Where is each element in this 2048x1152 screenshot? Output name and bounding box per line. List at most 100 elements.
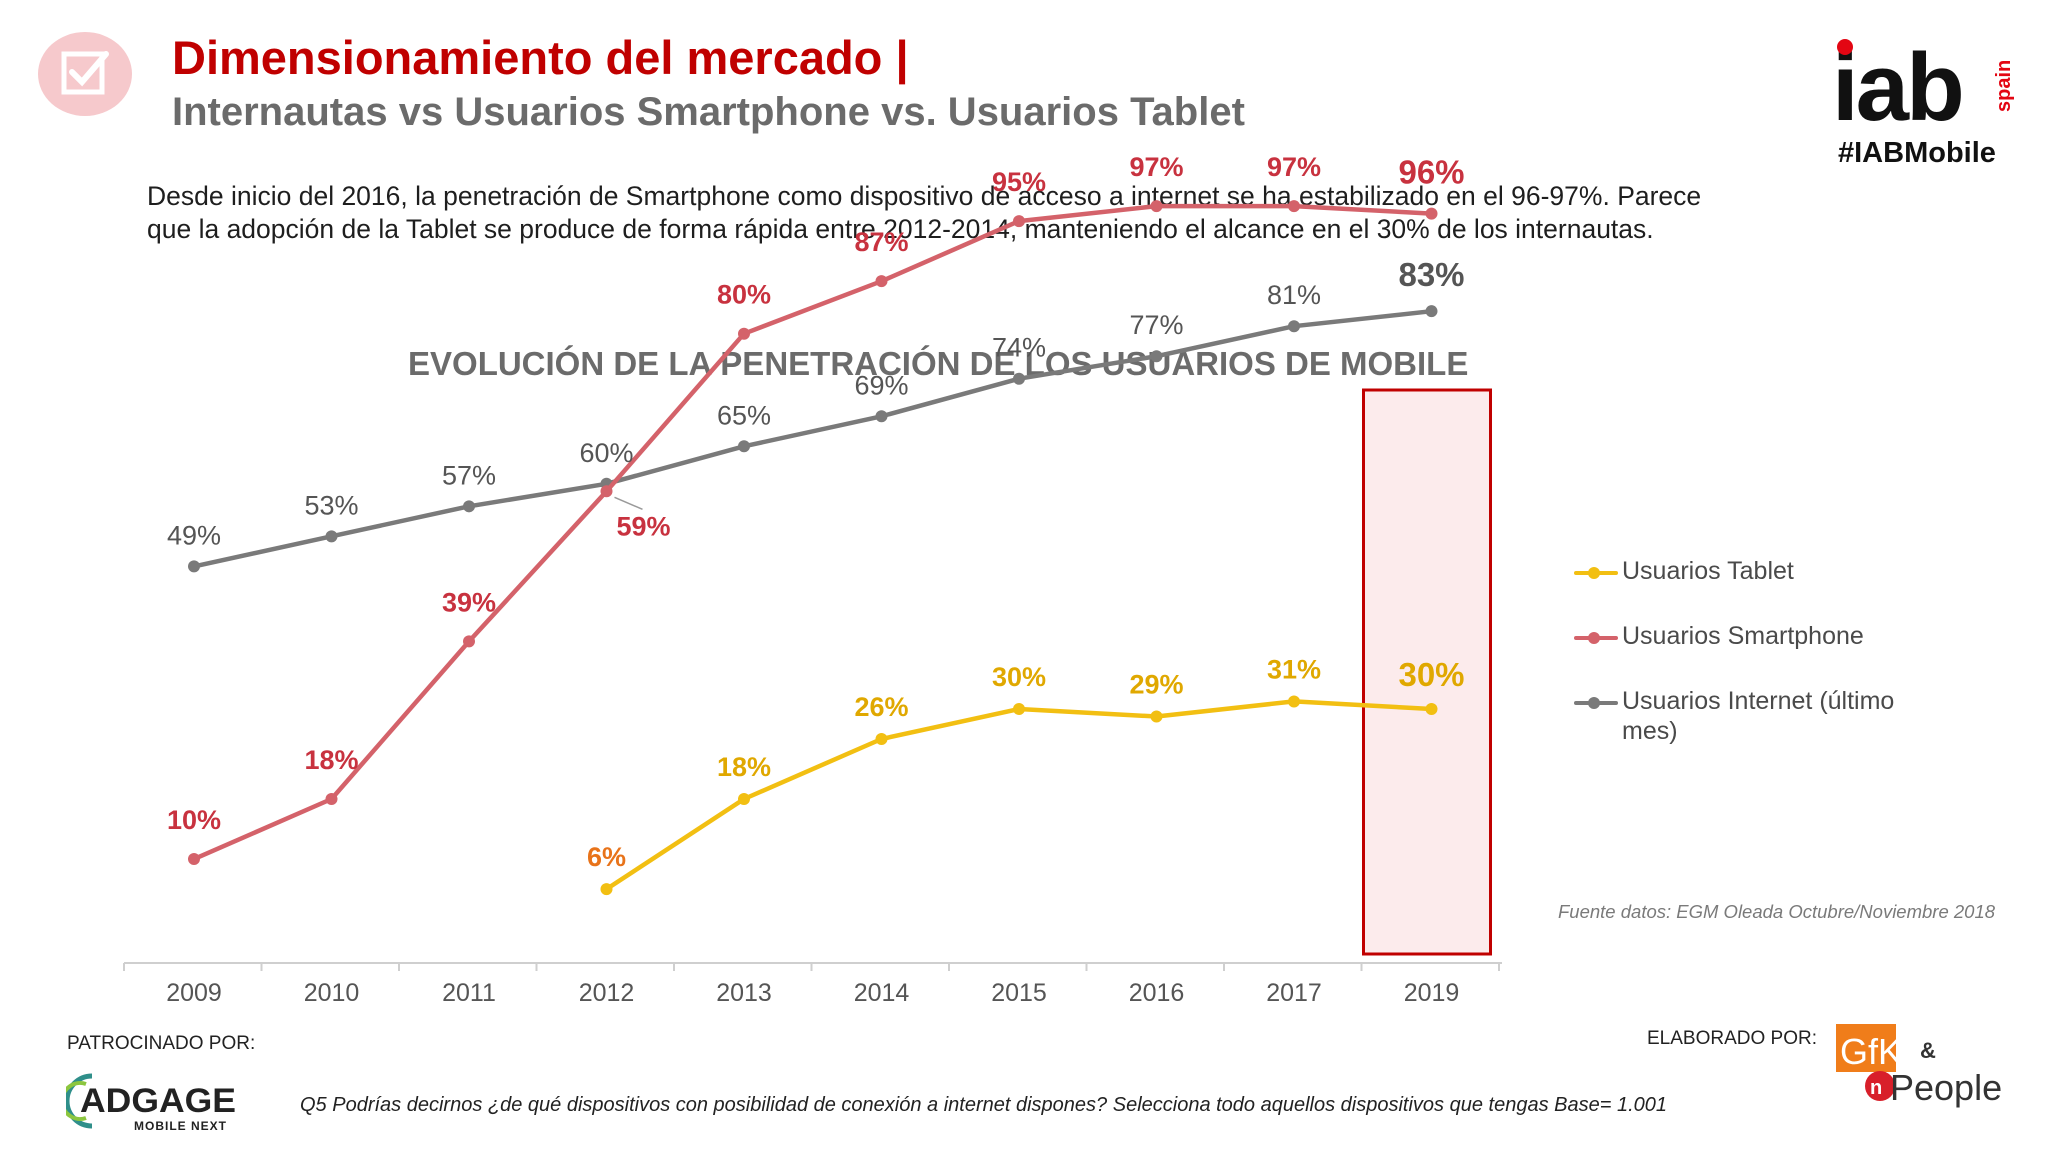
data-label: 57%	[442, 460, 496, 490]
x-tick-label: 2010	[304, 979, 360, 1007]
data-point	[1425, 702, 1438, 715]
data-point	[1150, 350, 1163, 363]
adgage-logo-sub: MOBILE NEXT	[134, 1119, 227, 1133]
legend-item: Usuarios Tablet	[1572, 556, 1932, 586]
data-point	[1425, 305, 1438, 318]
x-tick-label: 2009	[166, 979, 222, 1007]
data-point	[738, 440, 750, 453]
legend-item: Usuarios Smartphone	[1572, 621, 1932, 651]
data-point	[1425, 207, 1438, 220]
data-point	[325, 530, 338, 543]
data-label: 80%	[717, 280, 771, 310]
data-label: 65%	[717, 400, 771, 430]
data-label: 26%	[854, 692, 908, 722]
source-note: Fuente datos: EGM Oleada Octubre/Noviemb…	[1558, 901, 1996, 922]
data-label: 87%	[854, 227, 908, 257]
data-point	[600, 883, 613, 896]
data-label: 6%	[587, 842, 626, 872]
data-label: 83%	[1398, 256, 1464, 293]
data-label: 69%	[854, 370, 908, 400]
x-tick-label: 2013	[716, 979, 772, 1007]
highlight-box	[1362, 388, 1492, 956]
data-label: 10%	[167, 805, 221, 835]
data-point	[875, 410, 888, 423]
question-footnote: Q5 Podrías decirnos ¿de qué dispositivos…	[300, 1094, 1668, 1116]
data-point	[875, 732, 888, 745]
iab-logo-side-text: spain	[1993, 60, 2015, 112]
data-point	[1288, 200, 1300, 213]
adgage-logo: ADGAGE MOBILE NEXT	[66, 1073, 236, 1133]
legend-marker	[1588, 697, 1600, 709]
legend-label: Usuarios Tablet	[1622, 557, 1794, 585]
series-line	[191, 203, 1434, 862]
data-label: 74%	[992, 333, 1046, 363]
series-line	[191, 308, 1434, 569]
data-label: 77%	[1129, 310, 1183, 340]
data-point	[738, 327, 750, 340]
gfk-logo-amp: &	[1920, 1038, 1936, 1063]
svg-text:n: n	[1870, 1077, 1882, 1099]
data-point	[463, 500, 475, 513]
chart-legend: Usuarios Tablet Usuarios Smartphone Usuari…	[1572, 556, 1932, 781]
data-point	[1013, 372, 1025, 385]
data-label: 29%	[1129, 669, 1183, 699]
data-point	[325, 793, 338, 806]
adgage-logo-text: ADGAGE	[80, 1082, 236, 1120]
data-point	[600, 485, 613, 498]
data-label: 31%	[1267, 654, 1321, 684]
checkbox-icon	[38, 32, 132, 116]
iab-logo-text: iab	[1832, 34, 1962, 130]
data-point	[1013, 702, 1025, 715]
x-tick-label: 2012	[579, 979, 635, 1007]
data-point	[875, 275, 888, 288]
gfk-logo-people: People	[1890, 1067, 2002, 1108]
data-label: 39%	[442, 587, 496, 617]
sponsor-label: PATROCINADO POR:	[67, 1033, 256, 1054]
data-point	[1150, 710, 1163, 723]
data-label: 97%	[1129, 152, 1183, 182]
iab-logo: iab spain	[1832, 34, 2015, 130]
legend-item: Usuarios Internet (último mes)	[1572, 686, 1932, 746]
label-leader-line	[614, 496, 643, 510]
data-label: 30%	[1398, 656, 1464, 693]
chart-title: EVOLUCIÓN DE LA PENETRACIÓN DE LOS USUAR…	[408, 345, 1469, 382]
data-label: 49%	[167, 520, 221, 550]
x-tick-label: 2017	[1266, 979, 1322, 1007]
data-point	[1288, 695, 1300, 708]
data-label: 95%	[992, 167, 1046, 197]
data-point	[463, 635, 475, 648]
data-point	[1013, 215, 1025, 228]
data-label: 81%	[1267, 280, 1321, 310]
data-point	[188, 853, 200, 866]
legend-label: Usuarios Internet (último mes)	[1622, 687, 1895, 745]
x-tick-label: 2016	[1129, 979, 1185, 1007]
data-label: 18%	[717, 752, 771, 782]
data-label: 18%	[304, 745, 358, 775]
legend-marker	[1588, 567, 1600, 579]
data-label: 60%	[579, 438, 633, 468]
data-label: 30%	[992, 662, 1046, 692]
x-tick-label: 2019	[1404, 979, 1460, 1007]
legend-label: Usuarios Smartphone	[1622, 622, 1864, 650]
legend-marker	[1588, 632, 1600, 644]
made-by-label: ELABORADO POR:	[1647, 1028, 1817, 1049]
intro-text: Desde inicio del 2016, la penetración de…	[147, 181, 1702, 244]
data-label: 96%	[1398, 154, 1464, 191]
data-label: 59%	[616, 511, 670, 541]
x-tick-label: 2015	[991, 979, 1047, 1007]
data-point	[738, 793, 750, 806]
gfk-people-logo: GfK & n People	[1836, 1024, 2002, 1108]
page-subtitle: Internautas vs Usuarios Smartphone vs. U…	[172, 90, 1245, 134]
series-line	[604, 699, 1434, 892]
data-point	[1288, 320, 1300, 333]
data-label: 97%	[1267, 152, 1321, 182]
x-tick-label: 2014	[854, 979, 910, 1007]
data-point	[1150, 200, 1163, 213]
gfk-logo-text: GfK	[1840, 1031, 1902, 1072]
data-point	[188, 560, 200, 573]
page-title: Dimensionamiento del mercado |	[172, 31, 909, 84]
data-label: 53%	[304, 490, 358, 520]
x-tick-label: 2011	[442, 979, 496, 1007]
hashtag: #IABMobile	[1838, 137, 1996, 169]
